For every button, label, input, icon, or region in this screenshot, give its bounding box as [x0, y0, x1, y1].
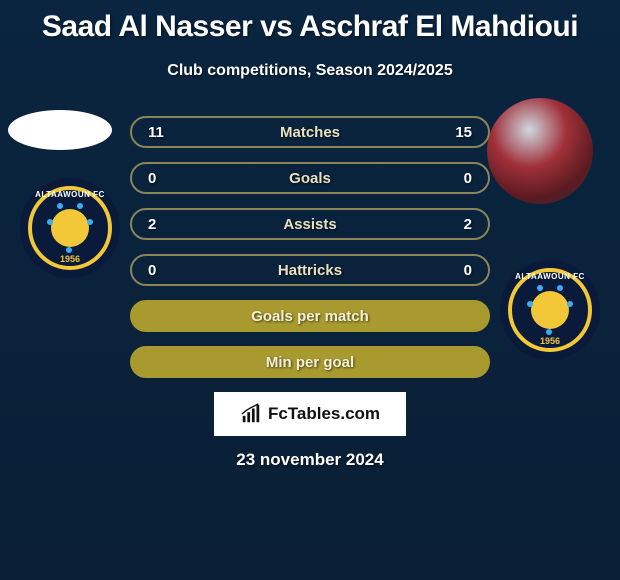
source-logo-text: FcTables.com	[268, 404, 380, 424]
source-logo: FcTables.com	[214, 392, 406, 436]
left-club-name: ALTAAWOUN FC	[35, 190, 105, 199]
stat-right-value: 0	[452, 170, 472, 187]
stat-label: Hattricks	[132, 262, 488, 279]
page-subtitle: Club competitions, Season 2024/2025	[0, 62, 620, 80]
stat-row: 2Assists2	[130, 208, 490, 240]
stat-row: 0Goals0	[130, 162, 490, 194]
stat-label: Goals per match	[251, 308, 369, 325]
stat-label: Matches	[132, 124, 488, 141]
badge-ball-icon	[531, 291, 569, 329]
stat-row: Min per goal	[130, 346, 490, 378]
stat-label: Min per goal	[266, 354, 354, 371]
stat-row: 11Matches15	[130, 116, 490, 148]
badge-ball-icon	[51, 209, 89, 247]
stat-row: 0Hattricks0	[130, 254, 490, 286]
stat-label: Goals	[132, 170, 488, 187]
stat-left-value: 0	[148, 170, 168, 187]
page-title: Saad Al Nasser vs Aschraf El Mahdioui	[0, 0, 620, 44]
right-player-photo	[487, 98, 593, 204]
left-player-photo	[8, 110, 112, 150]
stat-label: Assists	[132, 216, 488, 233]
stat-right-value: 2	[452, 216, 472, 233]
stat-row: Goals per match	[130, 300, 490, 332]
left-club-year: 1956	[60, 254, 80, 264]
stat-left-value: 2	[148, 216, 168, 233]
comparison-panel: ALTAAWOUN FC 1956 ALTAAWOUN FC 1956	[0, 110, 620, 470]
stat-left-value: 11	[148, 124, 168, 141]
stat-right-value: 0	[452, 262, 472, 279]
left-club-badge: ALTAAWOUN FC 1956	[20, 178, 120, 278]
stat-left-value: 0	[148, 262, 168, 279]
right-club-year: 1956	[540, 336, 560, 346]
right-club-badge: ALTAAWOUN FC 1956	[500, 260, 600, 360]
right-club-name: ALTAAWOUN FC	[515, 272, 585, 281]
stat-rows: 11Matches150Goals02Assists20Hattricks0Go…	[130, 110, 490, 378]
date-label: 23 november 2024	[0, 450, 620, 470]
chart-icon	[240, 403, 262, 425]
stat-right-value: 15	[452, 124, 472, 141]
